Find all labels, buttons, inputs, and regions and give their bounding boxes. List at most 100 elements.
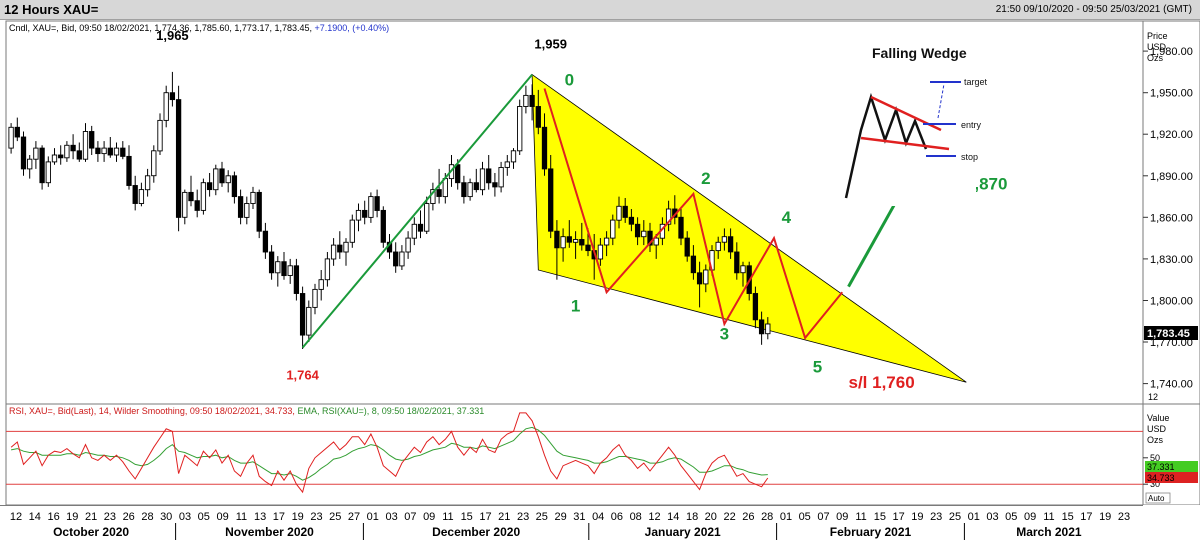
date-tick-label: 25 xyxy=(329,511,341,523)
candle-legend: Cndl, XAU=, Bid, 09:50 18/02/2021, 1,774… xyxy=(9,23,389,33)
ema-tag: 37.331 xyxy=(1147,462,1175,472)
candle-body xyxy=(182,191,188,218)
ema-tag-bg xyxy=(1145,461,1198,472)
rsi-tick-label: 30 xyxy=(1150,479,1160,489)
candle-body xyxy=(442,178,448,198)
last-price-tag: 1,783.45 xyxy=(1147,328,1190,340)
date-tick-label: 19 xyxy=(66,511,78,523)
date-tick-label: 23 xyxy=(930,511,942,523)
date-tick-label: 01 xyxy=(367,511,379,523)
date-tick-label: 12 xyxy=(10,511,22,523)
date-tick-label: 21 xyxy=(498,511,510,523)
date-tick-label: 04 xyxy=(592,511,604,523)
candle-body xyxy=(517,106,523,152)
wave-number-label: 0 xyxy=(565,71,574,90)
candle-body xyxy=(560,236,566,249)
candle-body xyxy=(467,182,473,198)
price-tick-label: 1,800.00 xyxy=(1150,296,1193,308)
candle-body xyxy=(219,168,225,184)
candle-body xyxy=(169,92,176,101)
date-tick-label: 03 xyxy=(986,511,998,523)
date-tick-label: 12 xyxy=(648,511,660,523)
date-axis xyxy=(0,505,1200,553)
date-tick-label: 23 xyxy=(104,511,116,523)
date-tick-label: 29 xyxy=(554,511,566,523)
candle-body xyxy=(616,205,622,221)
price-tick-label: 1,830.00 xyxy=(1150,254,1193,266)
candle-body xyxy=(380,209,386,243)
candle-body xyxy=(678,216,684,239)
candle-body xyxy=(492,182,498,188)
candle-body xyxy=(765,323,771,335)
candle-body xyxy=(727,236,734,253)
price-tick-label: 1,950.00 xyxy=(1150,88,1193,100)
candle-body xyxy=(572,239,579,243)
candle-body xyxy=(144,175,151,191)
wave-number-label: 2 xyxy=(701,169,710,188)
candle-body xyxy=(45,161,51,184)
price-axis xyxy=(1142,20,1200,405)
candle-body xyxy=(541,126,548,170)
candle-body xyxy=(603,237,610,246)
date-tick-label: 11 xyxy=(855,511,866,523)
candle-body xyxy=(268,251,275,274)
date-tick-label: 18 xyxy=(686,511,698,523)
price-tick-label: 1,920.00 xyxy=(1150,129,1193,141)
candle-body xyxy=(734,251,740,274)
date-tick-label: 25 xyxy=(536,511,548,523)
auto-scale-button[interactable] xyxy=(1145,492,1171,504)
date-tick-label: 13 xyxy=(254,511,266,523)
candle-body xyxy=(740,265,746,274)
month-label: February 2021 xyxy=(830,525,912,539)
date-tick-label: 03 xyxy=(179,511,191,523)
date-tick-label: 23 xyxy=(517,511,529,523)
candle-body xyxy=(721,236,728,243)
candle-body xyxy=(312,288,318,308)
candle-body xyxy=(752,293,759,321)
month-label: March 2021 xyxy=(1016,525,1082,539)
candle-body xyxy=(498,167,504,188)
month-label: October 2020 xyxy=(53,525,129,539)
candle-body xyxy=(20,136,27,170)
candle-body xyxy=(703,269,709,285)
candle-body xyxy=(510,150,517,163)
uptrend-line xyxy=(301,73,533,349)
price-axis-label-3: Ozs xyxy=(1147,53,1164,63)
date-tick-label: 17 xyxy=(479,511,491,523)
candle-body xyxy=(250,191,256,204)
date-tick-label: 08 xyxy=(630,511,642,523)
candle-body xyxy=(424,203,430,232)
candle-body xyxy=(628,216,635,225)
candle-body xyxy=(299,293,306,336)
candle-body xyxy=(306,306,312,336)
date-tick-label: 19 xyxy=(292,511,304,523)
candle-body xyxy=(163,92,169,121)
month-label: November 2020 xyxy=(225,525,314,539)
candle-body xyxy=(237,196,244,218)
candles-layer xyxy=(8,71,771,349)
candle-body xyxy=(566,236,572,243)
candle-body xyxy=(132,185,138,204)
last-price-tag-bg xyxy=(1144,326,1198,340)
candle-body xyxy=(126,155,132,186)
wave-number-label: 3 xyxy=(720,324,729,343)
date-tick-label: 09 xyxy=(423,511,435,523)
candle-body xyxy=(610,219,616,239)
candle-body xyxy=(200,182,207,211)
date-tick-label: 09 xyxy=(1024,511,1036,523)
candle-body xyxy=(473,182,479,191)
candle-body xyxy=(641,230,647,238)
date-tick-label: 28 xyxy=(761,511,773,523)
date-tick-label: 30 xyxy=(160,511,172,523)
date-tick-label: 19 xyxy=(1099,511,1111,523)
candle-body xyxy=(318,279,324,290)
candle-body xyxy=(275,261,281,274)
candle-body xyxy=(330,244,337,260)
candle-body xyxy=(324,258,331,281)
candle-body xyxy=(585,244,591,252)
candle-body xyxy=(113,147,120,156)
date-tick-label: 22 xyxy=(723,511,735,523)
candle-body xyxy=(107,147,113,156)
candle-body xyxy=(76,150,82,160)
